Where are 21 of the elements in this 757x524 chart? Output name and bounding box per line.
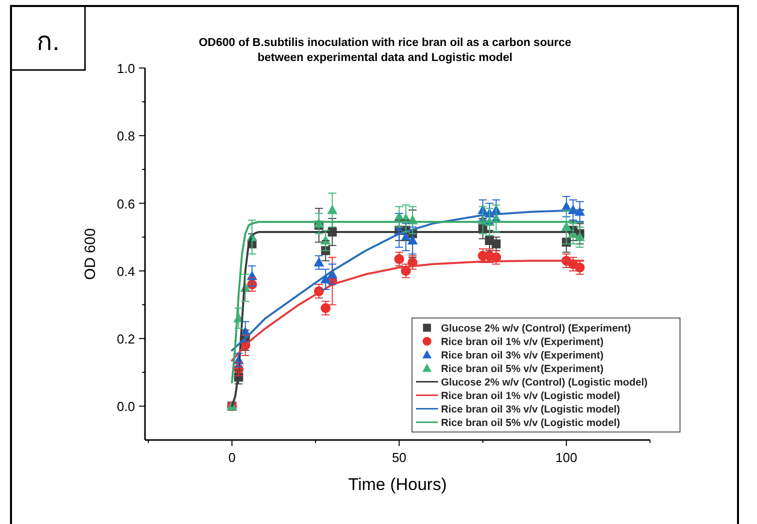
legend-label: Glucose 2% w/v (Control) (Experiment) — [441, 324, 631, 335]
legend-label: Glucose 2% w/v (Control) (Logistic model) — [441, 378, 648, 389]
y-tick-label: 0.2 — [116, 332, 135, 347]
legend-label: Rice bran oil 3% v/v (Experiment) — [441, 350, 604, 362]
y-axis-title: OD 600 — [82, 228, 99, 280]
text: ก. — [36, 26, 60, 56]
legend-label: Rice bran oil 3% v/v (Logistic model) — [441, 404, 620, 416]
y-tick-label: 0.4 — [116, 264, 135, 279]
legend-label: Rice bran oil 5% v/v (Logistic model) — [441, 418, 620, 430]
legend-label: Rice bran oil 1% v/v (Experiment) — [441, 337, 604, 348]
y-tick-label: 1.0 — [116, 61, 135, 76]
y-tick-label: 0.6 — [116, 196, 135, 212]
x-tick-label: 100 — [556, 450, 578, 465]
y-tick-label: 0.0 — [116, 399, 135, 414]
x-tick-label: 0 — [228, 450, 236, 465]
y-tick-label: 0.8 — [116, 128, 135, 144]
x-axis-title: Time (Hours) — [348, 475, 447, 494]
legend-label: Rice bran oil 5% v/v (Experiment) — [441, 364, 604, 376]
chart-title: OD600 of B.subtilis inoculation with rice bran oil as a carbon source between experimental data and Logistic model — [198, 36, 572, 66]
legend-label: Rice bran oil 1% v/v (Logistic model) — [441, 391, 620, 402]
x-tick-label: 50 — [392, 450, 406, 465]
